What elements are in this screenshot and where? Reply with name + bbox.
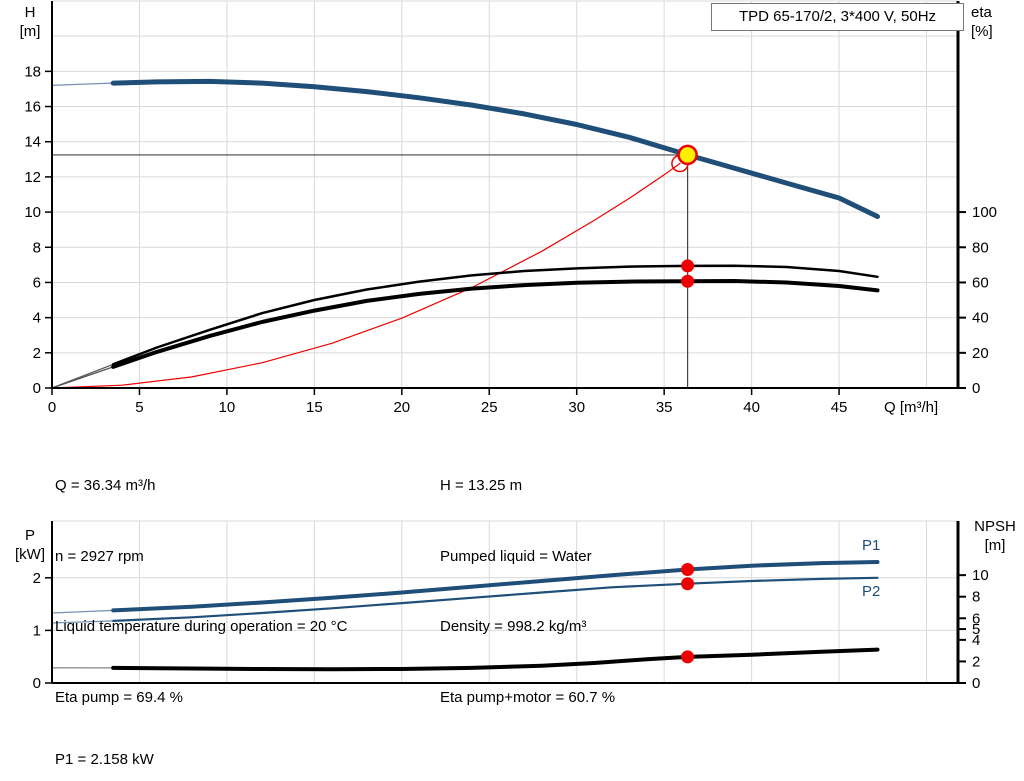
eta-pump-curve	[111, 264, 879, 366]
npsh-axis-title: NPSH [m]	[974, 518, 1016, 554]
operating-data-left: Q = 36.34 m³/h n = 2927 rpm Liquid tempe…	[55, 427, 347, 756]
p2-curve	[112, 576, 879, 623]
info-line-temperature: Liquid temperature during operation = 20…	[55, 618, 348, 635]
info-line-eta-pump: Eta pump = 69.4 %	[55, 688, 183, 706]
system-curve	[51, 162, 681, 389]
chart1-y-left-tick-label: 8	[33, 239, 41, 256]
chart1-x-tick-label: 0	[48, 399, 56, 416]
p2-curve-lead	[51, 620, 114, 624]
chart1-x-tick-label: 45	[831, 399, 848, 416]
chart1-x-tick-label: 15	[306, 399, 323, 416]
chart1-x-tick-label: 20	[393, 399, 410, 416]
p-axis-title: P [kW]	[15, 527, 45, 563]
eta-pump-motor-curve	[111, 279, 880, 369]
operating-data-right: H = 13.25 m Pumped liquid = Water Densit…	[440, 427, 615, 756]
eta-pump-motor-curve-lead	[51, 366, 114, 389]
chart2-y-right-tick-label: 2	[972, 653, 980, 670]
chart1-y-right-tick-label: 0	[972, 380, 980, 397]
info-line-density: Density = 998.2 kg/m³	[440, 618, 587, 635]
p1-series-label: P1	[862, 537, 881, 554]
chart1-y-right-tick-label: 60	[972, 274, 989, 291]
operating-data-bottom: P1 = 2.158 kW P2 = 1.887 kW NPSH = 2.42 …	[55, 701, 160, 781]
chart1-y-left-tick-label: 10	[24, 204, 41, 221]
chart1-y-left-tick-label: 16	[24, 99, 41, 116]
chart2-y-left-tick-label: 1	[33, 622, 41, 639]
chart1-y-left-tick-label: 6	[33, 274, 41, 291]
pump-designation-box: TPD 65-170/2, 3*400 V, 50Hz	[711, 3, 964, 31]
info-line-p1: P1 = 2.158 kW	[55, 751, 154, 768]
p1-curve	[111, 560, 880, 613]
chart1-x-tick-label: 10	[219, 399, 236, 416]
chart2-y-left-tick-label: 0	[33, 675, 41, 692]
h-axis-title: H [m]	[19, 4, 41, 40]
chart1-x-tick-label: 40	[743, 399, 760, 416]
chart2-y-right-tick-label: 6	[972, 610, 980, 627]
chart1-y-right-tick-label: 100	[972, 204, 997, 221]
info-line-q: Q = 36.34 m³/h	[55, 477, 156, 494]
operating-point-marker[interactable]	[677, 144, 698, 166]
chart1-y-left-tick-label: 2	[33, 345, 41, 362]
chart2-y-left-tick-label: 2	[33, 570, 41, 587]
chart1-y-right-tick-label: 20	[972, 345, 989, 362]
eta-axis-title: eta [%]	[971, 4, 993, 40]
chart1-x-tick-label: 35	[656, 399, 673, 416]
p2-series-label: P2	[862, 583, 881, 600]
chart1-y-left-tick-label: 14	[24, 134, 41, 151]
p1-curve-lead	[51, 609, 114, 614]
chart1-x-tick-label: 5	[135, 399, 143, 416]
chart1-y-left-tick-label: 0	[33, 380, 41, 397]
info-line-eta-pump-motor: Eta pump+motor = 60.7 %	[440, 688, 616, 706]
chart1-x-tick-label: 25	[481, 399, 498, 416]
pump-curve	[110, 78, 880, 219]
npsh-point	[681, 650, 695, 664]
p1-point	[681, 562, 695, 576]
chart2-y-right-tick-label: 4	[972, 632, 980, 649]
chart1-y-right-tick-label: 40	[972, 310, 989, 327]
info-line-liquid: Pumped liquid = Water	[440, 547, 592, 565]
chart2-y-right-tick-label: 5	[972, 621, 980, 638]
npsh-curve	[111, 647, 880, 672]
p2-point	[681, 577, 695, 591]
chart2-y-right-tick-label: 0	[972, 675, 980, 692]
q-axis-title: Q [m³/h]	[884, 399, 939, 416]
chart1-y-left-tick-label: 4	[33, 310, 41, 327]
info-line-n: n = 2927 rpm	[55, 547, 144, 565]
chart2-y-right-tick-label: 10	[972, 567, 989, 584]
chart1-y-left-tick-label: 12	[24, 169, 41, 186]
pump-curve-lead	[51, 82, 114, 87]
info-line-h: H = 13.25 m	[440, 477, 523, 494]
chart1-y-left-tick-label: 18	[24, 63, 41, 80]
chart2-y-right-tick-label: 8	[972, 589, 980, 606]
chart1-x-tick-label: 30	[568, 399, 585, 416]
eta-pump-motor-point	[681, 274, 695, 288]
chart1-y-right-tick-label: 80	[972, 239, 989, 256]
eta-pump-point	[681, 259, 695, 273]
